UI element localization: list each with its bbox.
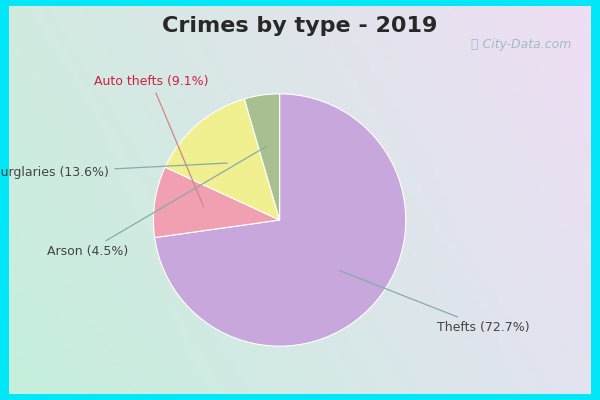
Text: Auto thefts (9.1%): Auto thefts (9.1%)	[94, 74, 208, 207]
Text: Burglaries (13.6%): Burglaries (13.6%)	[0, 163, 227, 178]
Text: Arson (4.5%): Arson (4.5%)	[47, 146, 266, 258]
Text: Thefts (72.7%): Thefts (72.7%)	[340, 270, 530, 334]
Wedge shape	[155, 94, 406, 346]
Wedge shape	[244, 94, 280, 220]
Wedge shape	[154, 167, 280, 238]
Text: ⓘ City-Data.com: ⓘ City-Data.com	[471, 38, 571, 51]
Text: Crimes by type - 2019: Crimes by type - 2019	[163, 16, 437, 36]
Wedge shape	[165, 99, 280, 220]
